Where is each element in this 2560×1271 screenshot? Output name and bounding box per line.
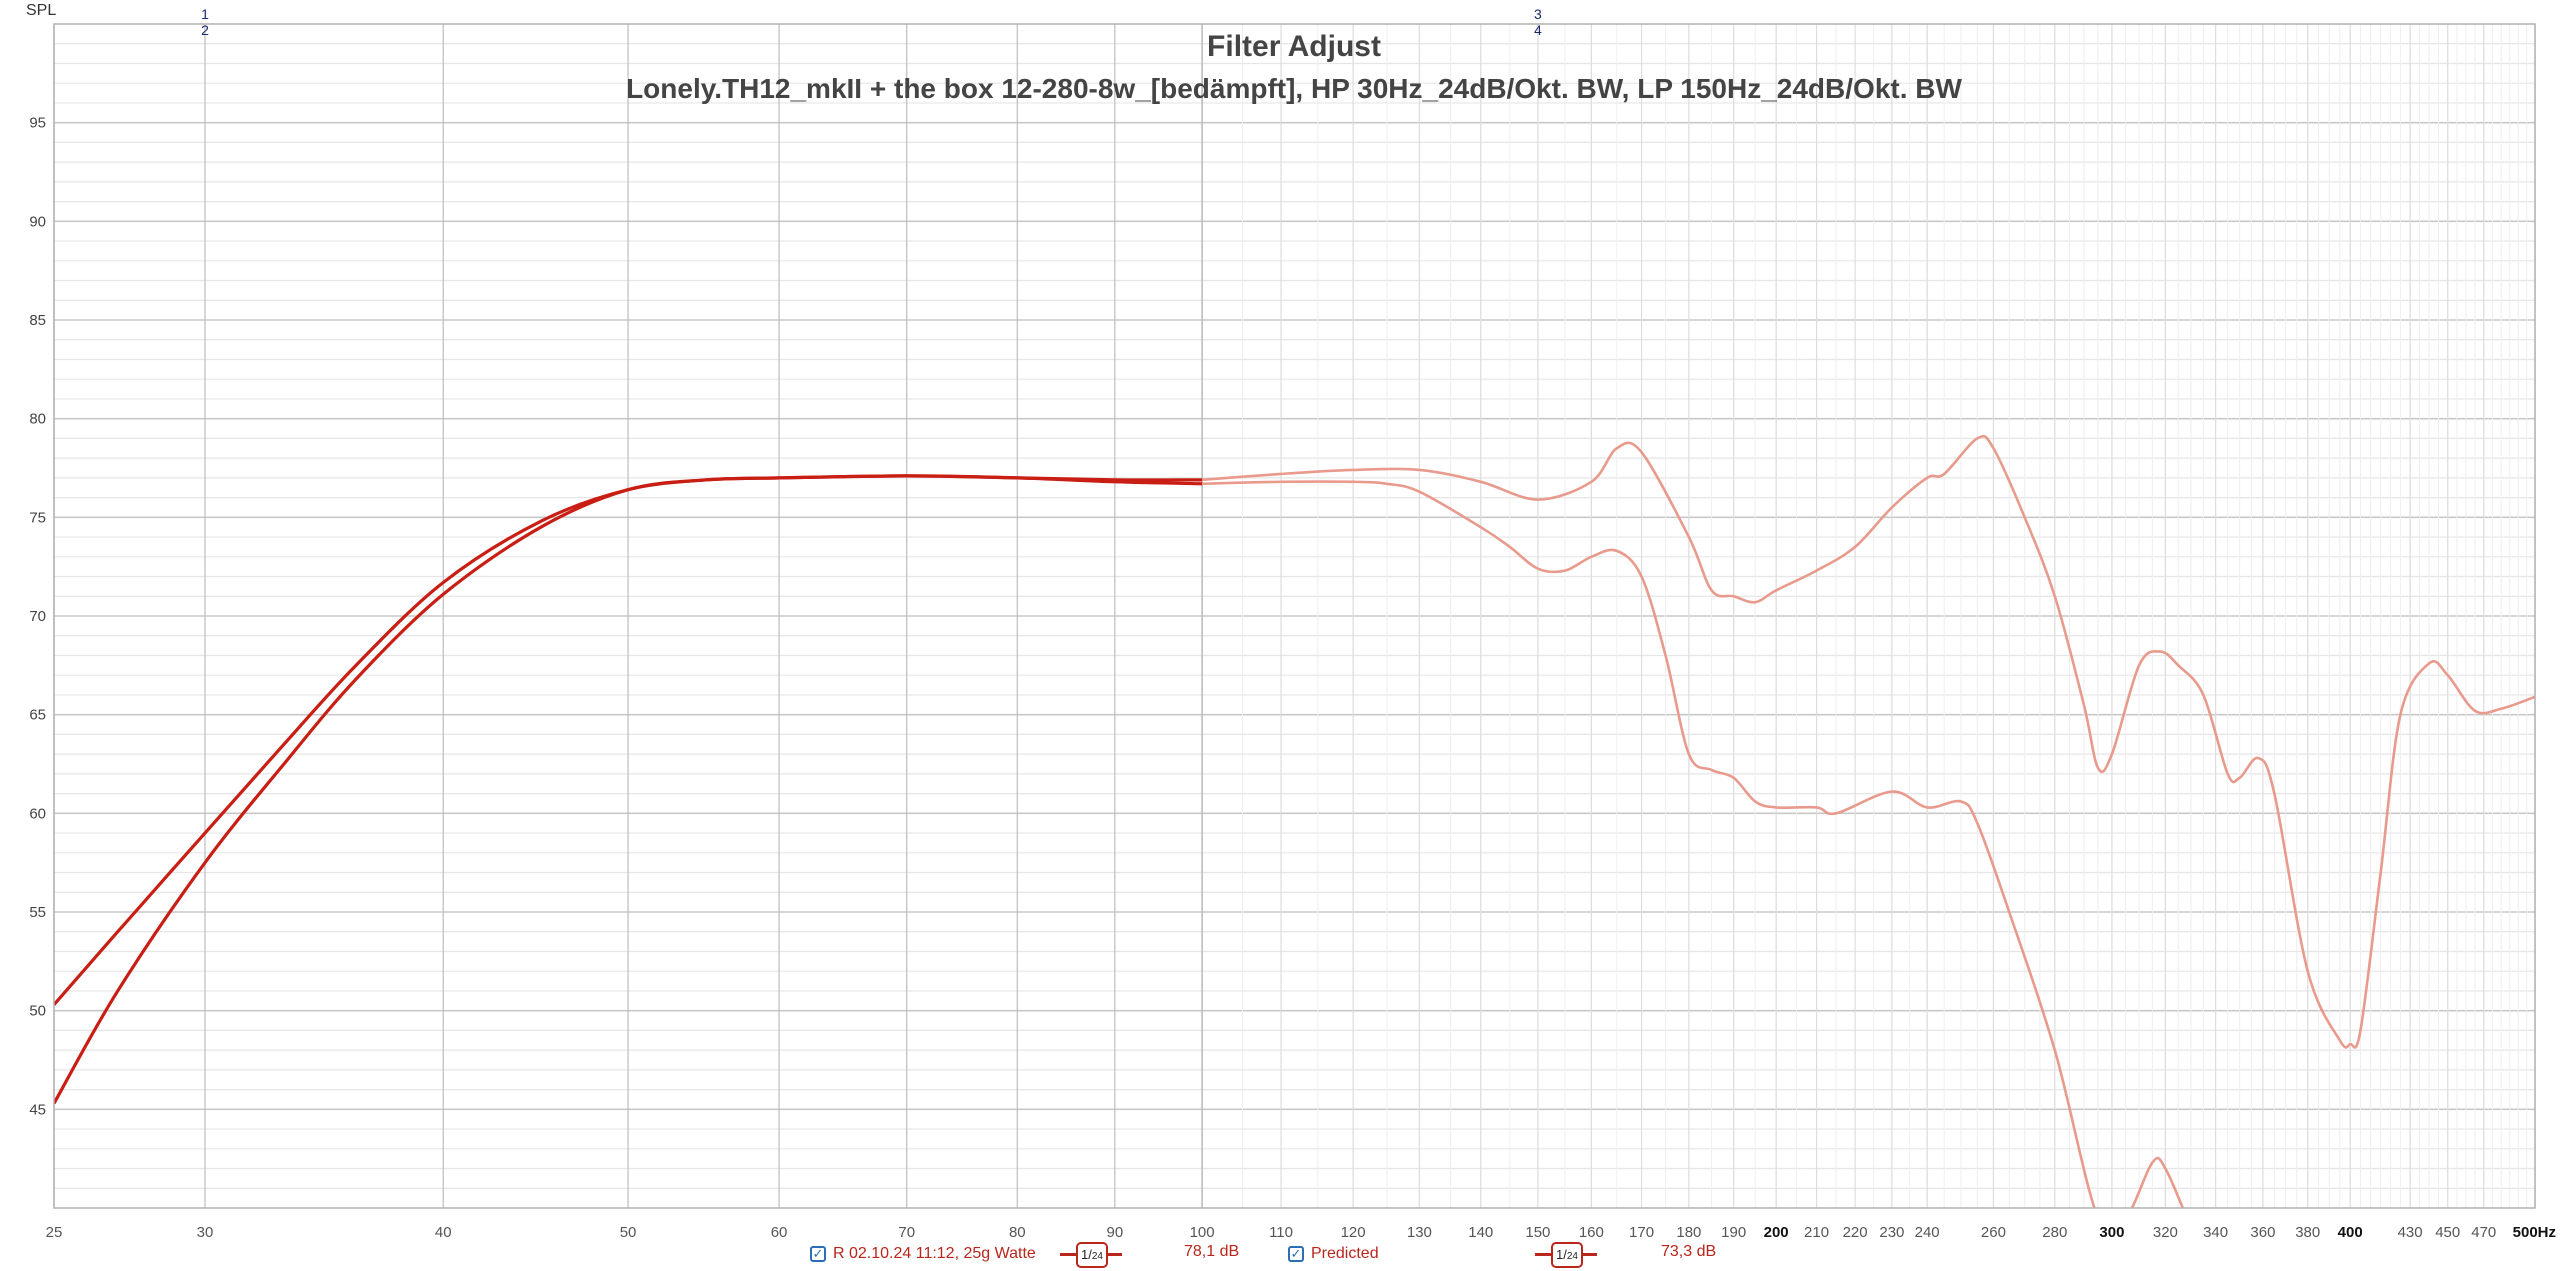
- series-line-0-out-of-range: [1202, 434, 2535, 1049]
- checkmark-icon[interactable]: ✓: [810, 1246, 826, 1262]
- x-tick-label: 340: [2203, 1224, 2228, 1240]
- checkmark-icon[interactable]: ✓: [1288, 1246, 1304, 1262]
- x-tick-label: 40: [435, 1224, 452, 1240]
- x-tick-label: 400: [2338, 1224, 2363, 1240]
- x-tick-label: 260: [1981, 1224, 2006, 1240]
- x-tick-label: 470: [2471, 1224, 2496, 1240]
- chart-title: Filter Adjust: [1207, 30, 1381, 63]
- x-tick-label: 170: [1629, 1224, 1654, 1240]
- cursor-label: 4: [1534, 22, 1542, 38]
- chart-subtitle: Lonely.TH12_mkII + the box 12-280-8w_[be…: [626, 73, 1962, 104]
- legend-label: R 02.10.24 11:12, 25g Watte: [833, 1245, 1036, 1262]
- x-tick-label: 30: [197, 1224, 214, 1240]
- smoothing-den: 24: [1566, 1251, 1578, 1262]
- series-line-1: [54, 474, 1203, 1105]
- x-tick-label: 80: [1009, 1224, 1026, 1240]
- y-axis-label: SPL: [26, 2, 56, 19]
- series-line-1-out-of-range: [1202, 480, 2185, 1208]
- x-tick-label: 160: [1579, 1224, 1604, 1240]
- x-tick-label: 50: [620, 1224, 637, 1240]
- x-tick-label: 120: [1341, 1224, 1366, 1240]
- x-tick-label: 280: [2042, 1224, 2067, 1240]
- legend-item-measurement[interactable]: ✓ R 02.10.24 11:12, 25g Watte: [810, 1241, 1036, 1267]
- x-tick-label: 100: [1190, 1224, 1215, 1240]
- x-tick-label: 450: [2435, 1224, 2460, 1240]
- x-tick-label: 380: [2295, 1224, 2320, 1240]
- legend-item-predicted[interactable]: ✓ Predicted: [1288, 1241, 1379, 1267]
- grid: [53, 24, 2536, 1208]
- x-tick-label: 430: [2398, 1224, 2423, 1240]
- x-tick-label: 300: [2099, 1224, 2124, 1240]
- x-tick-label: 130: [1407, 1224, 1432, 1240]
- x-tick-label: 180: [1676, 1224, 1701, 1240]
- x-tick-label: 60: [771, 1224, 788, 1240]
- x-tick-label: 220: [1843, 1224, 1868, 1240]
- x-tick-label: 320: [2153, 1224, 2178, 1240]
- x-tick-label: 360: [2250, 1224, 2275, 1240]
- x-tick-label: 500Hz: [2513, 1224, 2556, 1240]
- smoothing-num: 1: [1081, 1247, 1089, 1262]
- y-tick-label: 85: [29, 312, 46, 329]
- legend-level: 78,1 dB: [1184, 1243, 1240, 1260]
- x-tick-label: 230: [1879, 1224, 1904, 1240]
- x-tick-label: 150: [1525, 1224, 1550, 1240]
- legend-level: 73,3 dB: [1661, 1243, 1717, 1260]
- x-tick-label: 190: [1721, 1224, 1746, 1240]
- y-tick-label: 95: [29, 115, 46, 132]
- x-tick-label: 200: [1764, 1224, 1789, 1240]
- cursor-label: 1: [201, 6, 209, 22]
- plot-border: [53, 23, 2536, 1209]
- y-tick-label: 90: [29, 213, 46, 230]
- x-tick-label: 140: [1468, 1224, 1493, 1240]
- smoothing-num: 1: [1556, 1247, 1564, 1262]
- x-tick-label: 25: [46, 1224, 63, 1240]
- y-tick-label: 45: [29, 1101, 46, 1118]
- y-tick-label: 65: [29, 707, 46, 724]
- x-tick-label: 240: [1915, 1224, 1940, 1240]
- smoothing-button[interactable]: 1/24: [1535, 1242, 1597, 1268]
- smoothing-button[interactable]: 1/24: [1060, 1242, 1122, 1268]
- x-tick-label: 90: [1106, 1224, 1123, 1240]
- y-tick-label: 55: [29, 904, 46, 921]
- x-tick-label: 110: [1269, 1224, 1293, 1240]
- x-tick-label: 70: [898, 1224, 915, 1240]
- x-tick-label: 210: [1804, 1224, 1829, 1240]
- cursor-label: 2: [201, 22, 209, 38]
- frequency-response-chart: 25 30 40 50 60 70 80 90 100 110 120 130 140 150 160 170…: [26, 2, 2556, 1240]
- y-tick-label: 50: [29, 1003, 46, 1020]
- axes: 25 30 40 50 60 70 80 90 100 110 120 130 140 150 160 170…: [29, 6, 2556, 1240]
- legend-label: Predicted: [1311, 1245, 1379, 1262]
- y-tick-label: 80: [29, 411, 46, 428]
- y-tick-label: 75: [29, 509, 46, 526]
- smoothing-den: 24: [1091, 1251, 1103, 1262]
- cursor-label: 3: [1534, 6, 1542, 22]
- curves: [54, 434, 2535, 1208]
- y-tick-label: 70: [29, 608, 46, 625]
- y-tick-label: 60: [29, 805, 46, 822]
